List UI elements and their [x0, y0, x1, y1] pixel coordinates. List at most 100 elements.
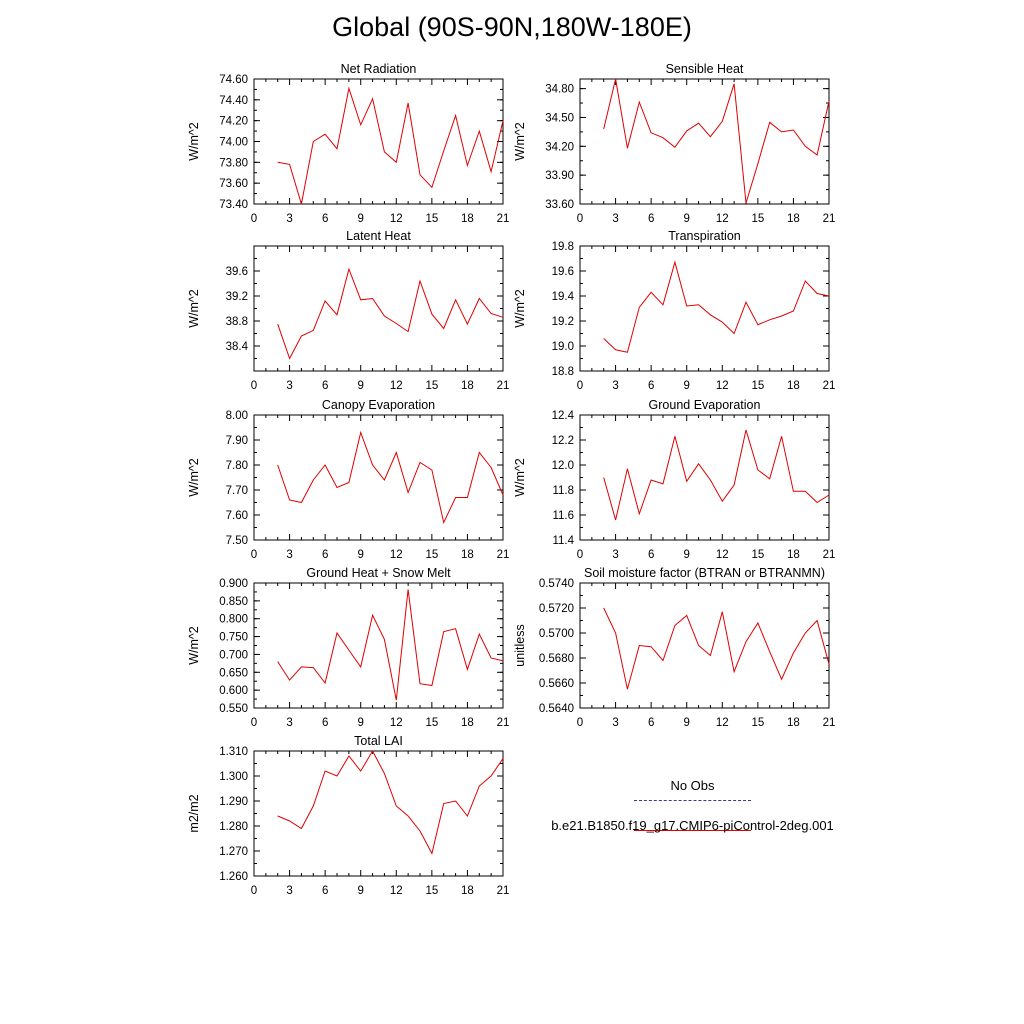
legend-entry-obs: No Obs	[520, 778, 865, 831]
y-tick-label: 0.900	[219, 578, 248, 590]
x-tick-label: 15	[751, 213, 764, 225]
y-tick-label: 0.5700	[539, 628, 574, 640]
x-tick-label: 21	[497, 885, 510, 897]
x-tick-label: 21	[823, 213, 836, 225]
y-axis-label: W/m^2	[187, 289, 201, 328]
y-axis-label: W/m^2	[513, 122, 527, 161]
panel-title: Ground Heat + Snow Melt	[306, 566, 451, 580]
x-tick-label: 12	[390, 549, 403, 561]
x-tick-label: 12	[716, 717, 729, 729]
y-tick-label: 1.280	[219, 821, 248, 833]
x-tick-label: 0	[577, 549, 583, 561]
x-tick-label: 6	[322, 380, 328, 392]
legend-label-obs: No Obs	[670, 778, 715, 793]
x-tick-label: 6	[648, 380, 654, 392]
x-tick-label: 3	[612, 717, 618, 729]
x-tick-label: 15	[751, 380, 764, 392]
y-tick-label: 0.5740	[539, 578, 574, 590]
x-tick-label: 6	[322, 549, 328, 561]
y-tick-label: 33.90	[545, 170, 574, 182]
x-tick-label: 15	[425, 717, 438, 729]
x-tick-label: 21	[497, 380, 510, 392]
x-tick-label: 3	[286, 717, 292, 729]
y-tick-label: 8.00	[226, 410, 248, 422]
y-tick-label: 19.6	[552, 266, 574, 278]
y-axis-label: W/m^2	[513, 289, 527, 328]
y-tick-label: 73.80	[219, 157, 248, 169]
y-tick-label: 12.0	[552, 460, 574, 472]
y-tick-label: 7.60	[226, 510, 248, 522]
y-tick-label: 0.750	[219, 632, 248, 644]
y-axis-label: W/m^2	[187, 458, 201, 497]
y-tick-label: 38.8	[226, 316, 248, 328]
y-tick-label: 12.2	[552, 435, 574, 447]
legend: No Obs b.e21.B1850.f19_g17.CMIP6-piContr…	[520, 778, 865, 858]
x-tick-label: 15	[751, 549, 764, 561]
series-line	[277, 749, 504, 855]
page-title: Global (90S-90N,180W-180E)	[332, 12, 692, 42]
x-tick-label: 9	[684, 549, 690, 561]
y-axis-label: unitless	[513, 624, 527, 666]
x-tick-label: 0	[577, 213, 583, 225]
x-tick-label: 21	[497, 549, 510, 561]
series-line	[277, 430, 504, 525]
x-tick-label: 21	[497, 213, 510, 225]
y-axis-label: W/m^2	[513, 458, 527, 497]
y-tick-label: 7.70	[226, 485, 248, 497]
x-tick-label: 9	[358, 717, 364, 729]
y-tick-label: 33.60	[545, 199, 574, 211]
y-tick-label: 1.290	[219, 796, 248, 808]
series-line	[603, 429, 830, 521]
y-tick-label: 11.6	[552, 510, 574, 522]
plot-frame	[579, 414, 830, 541]
panel-title: Sensible Heat	[666, 62, 744, 76]
panel-title: Ground Evaporation	[649, 398, 761, 412]
y-tick-label: 74.60	[219, 74, 248, 86]
x-tick-label: 0	[251, 213, 257, 225]
plot-frame	[579, 245, 830, 372]
y-axis-label: W/m^2	[187, 626, 201, 665]
x-tick-label: 18	[787, 717, 800, 729]
y-tick-label: 74.20	[219, 116, 248, 128]
y-tick-label: 7.90	[226, 435, 248, 447]
y-tick-label: 39.2	[226, 291, 248, 303]
plot-frame	[253, 245, 504, 372]
y-tick-label: 1.260	[219, 871, 248, 883]
x-tick-label: 12	[716, 549, 729, 561]
x-tick-label: 12	[390, 380, 403, 392]
y-tick-label: 0.550	[219, 703, 248, 715]
panel-title: Total LAI	[354, 734, 403, 748]
y-tick-label: 7.50	[226, 535, 248, 547]
x-tick-label: 9	[358, 549, 364, 561]
x-tick-label: 6	[322, 885, 328, 897]
x-tick-label: 3	[612, 549, 618, 561]
y-tick-label: 0.5660	[539, 678, 574, 690]
x-tick-label: 12	[390, 885, 403, 897]
x-tick-label: 18	[787, 213, 800, 225]
y-tick-label: 7.80	[226, 460, 248, 472]
x-tick-label: 9	[684, 380, 690, 392]
x-tick-label: 12	[716, 380, 729, 392]
y-tick-label: 1.300	[219, 771, 248, 783]
x-tick-label: 21	[823, 549, 836, 561]
y-tick-label: 0.5640	[539, 703, 574, 715]
y-tick-label: 0.650	[219, 667, 248, 679]
y-tick-label: 0.600	[219, 685, 248, 697]
x-tick-label: 18	[787, 380, 800, 392]
y-tick-label: 1.270	[219, 846, 248, 858]
x-tick-label: 9	[684, 213, 690, 225]
x-tick-label: 15	[425, 885, 438, 897]
y-tick-label: 0.850	[219, 596, 248, 608]
x-tick-label: 0	[577, 717, 583, 729]
y-tick-label: 19.4	[552, 291, 575, 303]
plot-frame	[579, 582, 830, 709]
legend-swatch-model	[634, 830, 751, 831]
legend-entry-model: b.e21.B1850.f19_g17.CMIP6-piControl-2deg…	[520, 818, 865, 858]
y-tick-label: 0.5680	[539, 653, 574, 665]
x-tick-label: 12	[716, 213, 729, 225]
y-tick-label: 38.4	[226, 341, 249, 353]
x-tick-label: 9	[358, 380, 364, 392]
y-tick-label: 73.60	[219, 178, 248, 190]
y-tick-label: 34.50	[545, 112, 574, 124]
x-tick-label: 0	[251, 549, 257, 561]
